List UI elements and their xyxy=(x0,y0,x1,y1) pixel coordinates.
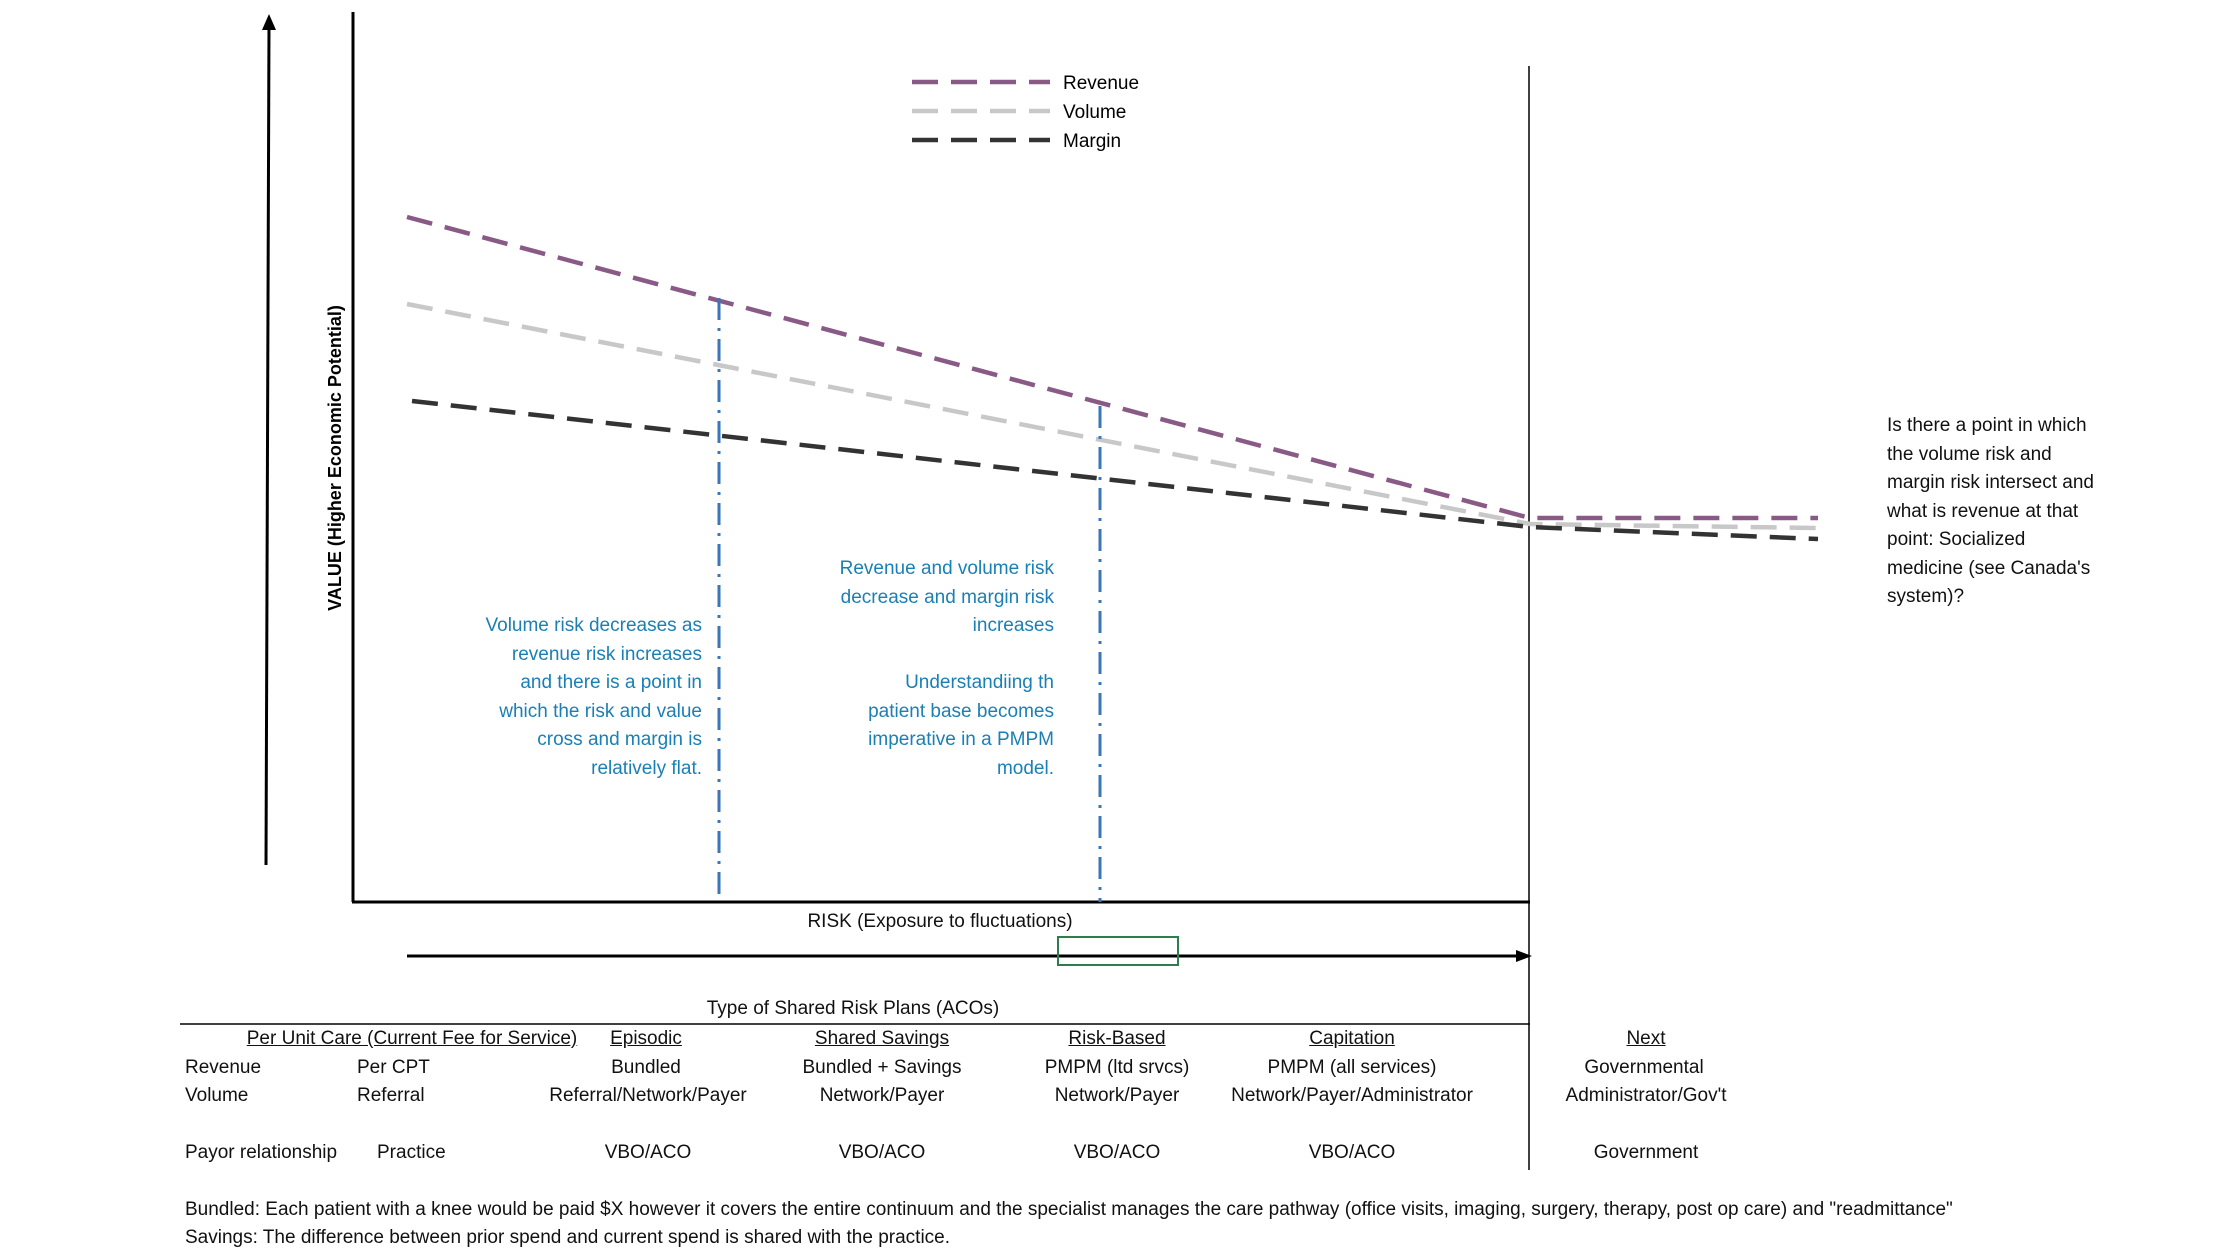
risk-highlight-box xyxy=(1057,936,1179,966)
annotation-line: point: Socialized xyxy=(1887,529,2026,550)
table-header: Episodic xyxy=(610,1028,682,1049)
annotation-line: Volume risk decreases as xyxy=(485,615,703,636)
annotation-mid-top: Revenue and volume risk decrease and mar… xyxy=(840,555,1054,641)
annotation-line: margin risk intersect and xyxy=(1887,472,2094,493)
table-header: Shared Savings xyxy=(814,1028,950,1049)
table-cell: VBO/ACO xyxy=(604,1142,692,1163)
table-cell: Governmental xyxy=(1584,1057,1704,1078)
annotation-line: relatively flat. xyxy=(591,757,702,779)
annotation-right: Is there a point in which the volume ris… xyxy=(1887,412,2094,612)
legend-label-volume: Volume xyxy=(1063,102,1126,123)
table-header: Per Unit Care (Current Fee for Service) xyxy=(246,1028,578,1049)
x-axis-label: RISK (Exposure to fluctuations) xyxy=(807,911,1073,932)
table-cell: Bundled + Savings xyxy=(802,1057,962,1078)
value-arrow-head xyxy=(262,14,276,30)
table-cell: VBO/ACO xyxy=(838,1142,926,1163)
table-cell: Referral/Network/Payer xyxy=(549,1085,747,1106)
risk-arrow-head xyxy=(1516,950,1532,962)
annotation-mid-bottom: Understandiing th patient base becomes i… xyxy=(868,669,1054,783)
row-label: Volume xyxy=(185,1085,249,1106)
series-volume-line xyxy=(406,301,1819,531)
annotation-line: patient base becomes xyxy=(868,700,1054,722)
annotation-line: Is there a point in which xyxy=(1887,415,2087,436)
annotation-line: and there is a point in xyxy=(520,672,702,693)
annotation-line: increases xyxy=(972,615,1054,636)
table-cell: Network/Payer xyxy=(819,1085,945,1106)
annotation-line: revenue risk increases xyxy=(511,643,702,665)
legend-label-margin: Margin xyxy=(1063,131,1121,152)
table-cell: Network/Payer/Administrator xyxy=(1231,1085,1473,1106)
table-title: Type of Shared Risk Plans (ACOs) xyxy=(706,998,1000,1019)
table-cell: VBO/ACO xyxy=(1308,1142,1396,1163)
footnote: Savings: The difference between prior sp… xyxy=(185,1227,951,1248)
row-label: Revenue xyxy=(185,1057,262,1078)
table-cell: Network/Payer xyxy=(1054,1085,1180,1106)
annotation-line: what is revenue at that xyxy=(1887,500,2079,522)
table-cell: VBO/ACO xyxy=(1073,1142,1161,1163)
table-cell: Bundled xyxy=(611,1057,681,1078)
table-cell: Government xyxy=(1593,1142,1699,1163)
table-cell: PMPM (ltd srvcs) xyxy=(1044,1057,1190,1078)
table-cell: Practice xyxy=(377,1142,446,1163)
row-label: Payor relationship xyxy=(185,1142,338,1163)
table-cell: Referral xyxy=(357,1085,425,1106)
table-cell: PMPM (all services) xyxy=(1267,1057,1437,1078)
annotation-line: model. xyxy=(996,757,1054,779)
annotation-line: cross and margin is xyxy=(537,729,702,750)
table-header: Next xyxy=(1626,1028,1666,1049)
table-cell: Per CPT xyxy=(357,1057,430,1078)
annotation-line: Understandiing th xyxy=(905,672,1054,693)
annotation-line: the volume risk and xyxy=(1887,443,2052,465)
table-cell: Administrator/Gov't xyxy=(1565,1085,1727,1106)
annotation-line: imperative in a PMPM xyxy=(868,729,1054,750)
series-revenue-line xyxy=(406,214,1818,521)
y-axis-label: VALUE (Higher Economic Potential) xyxy=(325,305,345,611)
table-header: Risk-Based xyxy=(1068,1028,1166,1049)
annotation-line: medicine (see Canada's xyxy=(1887,557,2091,579)
annotation-line: which the risk and value xyxy=(499,700,702,722)
legend-label-revenue: Revenue xyxy=(1063,73,1139,94)
table-header: Capitation xyxy=(1309,1028,1395,1049)
footnote: Bundled: Each patient with a knee would … xyxy=(185,1199,1953,1220)
annotation-line: system)? xyxy=(1887,586,1965,607)
annotation-line: decrease and margin risk xyxy=(840,586,1054,608)
series-margin-line xyxy=(411,398,1819,542)
value-arrow xyxy=(264,24,271,866)
annotation-line: Revenue and volume risk xyxy=(839,558,1054,579)
annotation-left: Volume risk decreases as revenue risk in… xyxy=(486,612,703,783)
